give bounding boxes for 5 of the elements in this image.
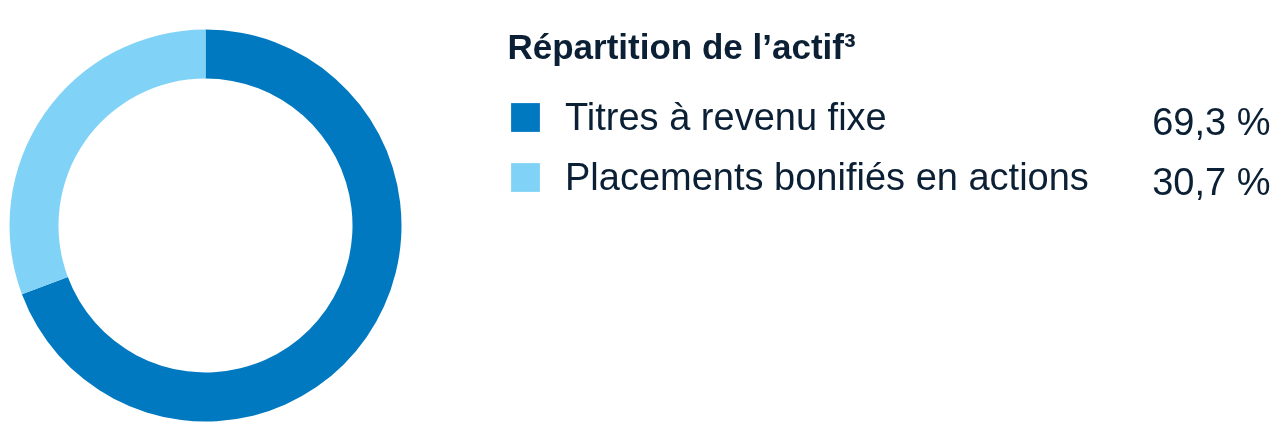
data-label: 30,7 %	[1152, 160, 1271, 203]
legend-label: Titres à revenu fixe	[565, 95, 887, 139]
data-label: 69,3 %	[1152, 100, 1271, 143]
legend-label: Placements bonifiés en actions	[565, 155, 1089, 199]
chart-title: Répartition de l’actif³	[507, 27, 856, 66]
